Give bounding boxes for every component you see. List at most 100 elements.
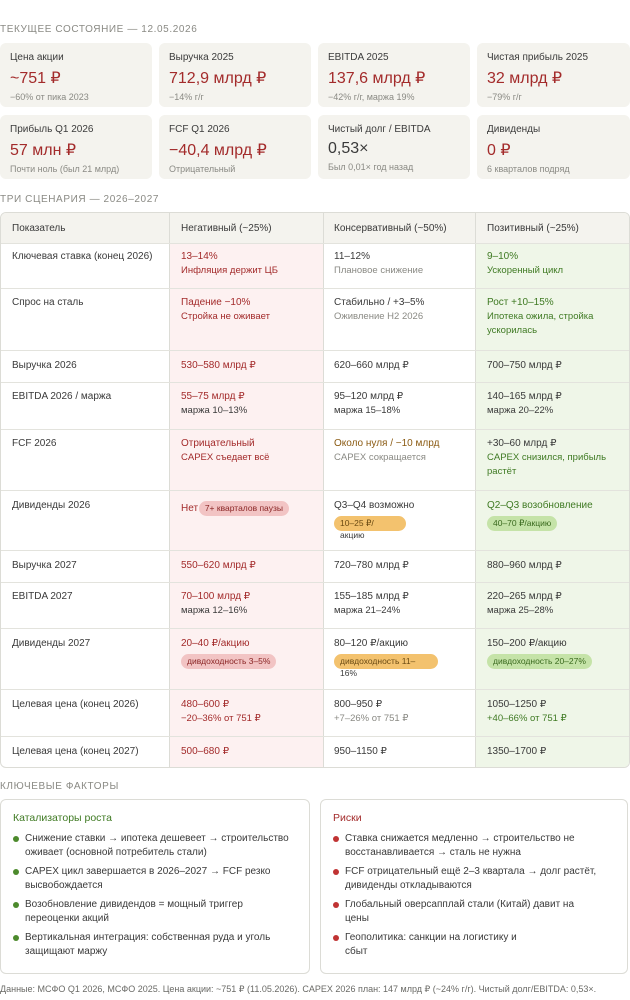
row-label: Целевая цена (конец 2027) — [12, 746, 139, 757]
row-divider — [1, 582, 629, 583]
cell-note: Ипотека ожила, стройка — [487, 311, 594, 322]
cell-negative: 480–600 ₽ −20–36% от 751 ₽ — [181, 698, 261, 726]
cell-note: Инфляция держит ЦБ — [181, 265, 278, 276]
cell-positive: 220–265 млрд ₽ маржа 25–28% — [487, 590, 562, 618]
item-line: Геополитика: санкции на логистику и — [345, 932, 517, 943]
cell-negative: 550–620 млрд ₽ — [181, 560, 256, 571]
cell-main: 13–14% — [181, 251, 218, 262]
cell-note: +7–26% от 751 ₽ — [334, 713, 409, 724]
growth-item: Возобновление дивидендов = мощный тригге… — [13, 898, 297, 926]
growth-item: Снижение ставки → ипотека дешевеет → стр… — [13, 832, 297, 860]
header-negative: Негативный (~25%) — [181, 223, 272, 234]
row-divider — [1, 736, 629, 737]
card-label: Выручка 2025 — [169, 52, 234, 63]
badge-line: 10–25 ₽/ — [340, 518, 374, 528]
card-net-profit-2025: Чистая прибыль 2025 32 млрд ₽ −79% г/г — [477, 43, 630, 107]
card-revenue-2025: Выручка 2025 712,9 млрд ₽ −14% г/г — [159, 43, 311, 107]
item-line: Глобальный оверсапплай стали (Китай) дав… — [345, 899, 575, 910]
risk-item: FCF отрицательный ещё 2–3 квартала → дол… — [333, 865, 615, 893]
cell-main: 11–12% — [334, 251, 370, 262]
row-divider — [1, 429, 629, 430]
cell-main: Падение −10% — [181, 297, 251, 308]
cell-main: 800–950 ₽ — [334, 699, 383, 710]
cell-main: Отрицательный — [181, 438, 255, 449]
cell-main: 150–200 ₽/акцию — [487, 638, 567, 649]
row-divider — [1, 628, 629, 629]
item-line: восстанавливается → сталь не нужна — [345, 847, 521, 858]
cell-note: CAPEX сокращается — [334, 452, 426, 463]
cell-positive: Рост +10–15% Ипотека ожила, стройка уско… — [487, 296, 593, 338]
item-line: CAPEX цикл завершается в 2026–2027 → FCF… — [25, 866, 271, 877]
cell-negative: Отрицательный CAPEX съедает всё — [181, 437, 269, 465]
bullet-icon — [333, 935, 339, 941]
cell-conservative: Около нуля / −10 млрд CAPEX сокращается — [334, 437, 439, 465]
bullet-icon — [13, 869, 19, 875]
cell-note: Плановое снижение — [334, 265, 424, 276]
cell-main: Рост +10–15% — [487, 297, 554, 308]
cell-note: маржа 12–16% — [181, 605, 248, 616]
card-sub: Был 0,01× год назад — [328, 162, 414, 172]
current-state-title: ТЕКУЩЕЕ СОСТОЯНИЕ — 12.05.2026 — [0, 24, 198, 35]
row-divider — [1, 288, 629, 289]
item-line: высвобождается — [25, 880, 103, 891]
item-line: FCF отрицательный ещё 2–3 квартала → дол… — [345, 866, 597, 877]
cell-positive: 880–960 млрд ₽ — [487, 560, 562, 571]
cell-note: −20–36% от 751 ₽ — [181, 713, 261, 724]
card-net-debt: Чистый долг / EBITDA 0,53× Был 0,01× год… — [318, 115, 470, 179]
header-conservative: Консервативный (~50%) — [334, 223, 447, 234]
dividend-badge: 40–70 ₽/акцию — [487, 516, 558, 531]
item-line: защищают маржу — [25, 946, 108, 957]
data-source-footer: Данные: МСФО Q1 2026, МСФО 2025. Цена ак… — [0, 984, 597, 994]
row-divider — [1, 550, 629, 551]
card-value: 712,9 млрд ₽ — [169, 70, 267, 87]
row-divider — [1, 350, 629, 351]
cell-main: 140–165 млрд ₽ — [487, 391, 562, 402]
cell-note: +40–66% от 751 ₽ — [487, 713, 567, 724]
item-line: оживает (основной потребитель стали) — [25, 847, 207, 858]
cell-note: маржа 21–24% — [334, 605, 401, 616]
item-line: цены — [345, 913, 369, 924]
card-value: 57 млн ₽ — [10, 142, 77, 159]
scenarios-title: ТРИ СЦЕНАРИЯ — 2026–2027 — [0, 194, 160, 205]
growth-item: CAPEX цикл завершается в 2026–2027 → FCF… — [13, 865, 297, 893]
yield-badge: дивдоходность 11– — [334, 654, 438, 669]
cell-positive: 1350–1700 ₽ — [487, 746, 547, 757]
cell-positive: 140–165 млрд ₽ маржа 20–22% — [487, 390, 562, 418]
card-label: Чистый долг / EBITDA — [328, 124, 431, 135]
card-label: Цена акции — [10, 52, 64, 63]
cell-note: Ускоренный цикл — [487, 265, 564, 276]
cell-positive: 9–10% Ускоренный цикл — [487, 250, 563, 278]
row-label: Выручка 2026 — [12, 360, 77, 371]
card-value: 32 млрд ₽ — [487, 70, 563, 87]
risk-item: Глобальный оверсапплай стали (Китай) дав… — [333, 898, 615, 926]
card-dividends: Дивиденды 0 ₽ 6 кварталов подряд — [477, 115, 630, 179]
cell-main: Стабильно / +3–5% — [334, 297, 425, 308]
card-value: 0 ₽ — [487, 142, 511, 159]
card-sub: 6 кварталов подряд — [487, 164, 570, 174]
header-bg — [1, 213, 629, 243]
cell-main: +30–60 млрд ₽ — [487, 438, 557, 449]
bullet-icon — [13, 902, 19, 908]
item-line: Возобновление дивидендов = мощный тригге… — [25, 899, 243, 910]
card-sub: −42% г/г, маржа 19% — [328, 92, 415, 102]
risk-item: Геополитика: санкции на логистику и сбыт — [333, 931, 615, 959]
cell-note: маржа 10–13% — [181, 405, 248, 416]
card-value: 0,53× — [328, 140, 369, 157]
cell-positive: 1050–1250 ₽ +40–66% от 751 ₽ — [487, 698, 567, 726]
item-line: Снижение ставки → ипотека дешевеет → стр… — [25, 833, 289, 844]
bullet-icon — [13, 836, 19, 842]
growth-title: Катализаторы роста — [13, 812, 112, 824]
growth-catalysts-box: Катализаторы роста Снижение ставки → ипо… — [0, 799, 310, 974]
cell-positive: Q2–Q3 возобновление 40–70 ₽/акцию — [487, 499, 593, 531]
cell-note-cont: ускорилась — [487, 325, 538, 336]
item-line: сбыт — [345, 946, 368, 957]
cell-conservative: Стабильно / +3–5% Оживление H2 2026 — [334, 296, 424, 324]
cell-conservative: 720–780 млрд ₽ — [334, 560, 409, 571]
card-value: ~751 ₽ — [10, 70, 61, 87]
cell-positive: 700–750 млрд ₽ — [487, 360, 562, 371]
row-label: FCF 2026 — [12, 438, 57, 449]
cell-main: 95–120 млрд ₽ — [334, 391, 404, 402]
row-divider — [1, 243, 629, 244]
card-sub: Почти ноль (был 21 млрд) — [10, 164, 120, 174]
card-sub: −60% от пика 2023 — [10, 92, 89, 102]
